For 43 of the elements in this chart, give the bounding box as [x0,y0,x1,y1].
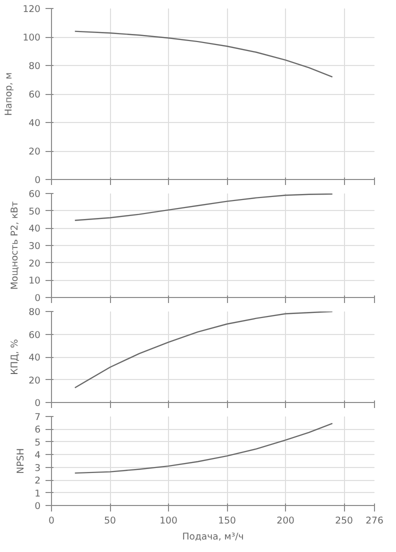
y-tick-label: 40 [28,352,41,364]
y-tick-label: 20 [28,146,41,158]
y-tick-label: 0 [34,398,41,409]
y-tick-label: 40 [28,224,41,235]
y-tick-label: 10 [28,276,41,287]
y-tick-label: 60 [28,189,41,200]
y-axis-title: Напор, м [4,72,15,116]
x-axis-title: Подача, м³/ч [182,532,244,542]
y-tick-label: 60 [28,330,41,341]
x-tick-label: 250 [335,516,354,526]
y-tick-label: 0 [34,175,41,186]
y-axis-title: NPSH [16,448,27,474]
y-tick-label: 3 [34,462,41,474]
x-tick-label: 100 [160,516,178,526]
y-tick-label: 40 [28,118,41,129]
line-series [74,30,333,78]
y-tick-label: 2 [34,476,41,487]
line-series [74,312,333,388]
y-tick-label: 20 [28,375,41,386]
y-tick-label: 80 [28,307,41,318]
line-series [74,194,333,221]
y-axis-title: Мощность P2, кВт [10,200,21,290]
y-tick-label: 5 [34,437,41,448]
y-tick-label: 0 [34,501,41,512]
y-tick-label: 120 [22,4,41,15]
y-tick-label: 4 [34,450,41,462]
y-tick-label: 30 [28,241,41,252]
x-tick-label: 150 [218,516,236,526]
y-tick-label: 20 [28,258,41,270]
y-tick-label: 0 [34,293,41,304]
x-tick-label: 276 [366,516,384,526]
line-series [74,422,333,474]
y-tick-label: 7 [34,412,41,423]
y-tick-label: 100 [22,32,41,44]
y-tick-label: 1 [34,488,41,500]
x-tick-label: 200 [276,516,295,526]
y-axis-title: КПД, % [10,339,21,375]
y-tick-label: 60 [28,90,41,100]
y-tick-label: 50 [28,206,41,218]
y-tick-label: 80 [28,61,41,72]
x-tick-label: 0 [48,516,55,526]
y-tick-label: 6 [34,424,41,436]
x-tick-label: 50 [104,516,116,526]
